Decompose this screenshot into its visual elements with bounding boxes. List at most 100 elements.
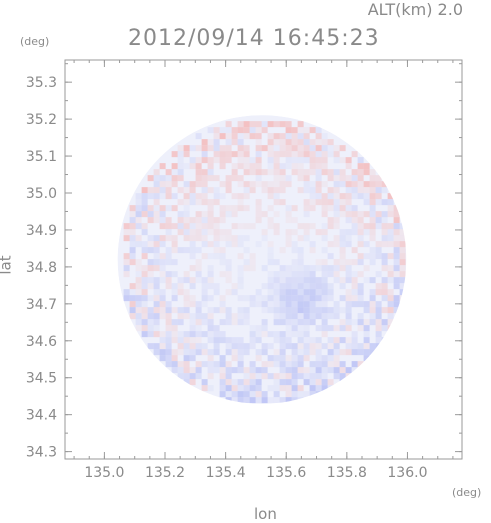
- heatmap-cell: [315, 373, 322, 380]
- heatmap-cell: [135, 193, 142, 200]
- heatmap-cell: [363, 331, 370, 338]
- heatmap-cell: [327, 289, 334, 296]
- heatmap-cell: [321, 343, 328, 350]
- heatmap-cell: [351, 319, 358, 326]
- heatmap-cell: [291, 343, 298, 350]
- heatmap-cell: [225, 145, 232, 152]
- heatmap-cell: [315, 313, 322, 320]
- heatmap-cell: [165, 361, 172, 368]
- heatmap-cell: [255, 391, 262, 398]
- heatmap-cell: [189, 265, 196, 272]
- heatmap-cell: [147, 259, 154, 266]
- heatmap-cell: [261, 367, 268, 374]
- heatmap-cell: [141, 199, 148, 206]
- heatmap-cell: [129, 259, 136, 266]
- heatmap-cell: [333, 277, 340, 284]
- heatmap-cell: [381, 307, 388, 314]
- heatmap-cell: [243, 265, 250, 272]
- heatmap-cell: [201, 253, 208, 260]
- heatmap-cell: [297, 295, 304, 302]
- heatmap-cell: [381, 223, 388, 230]
- heatmap-cell: [381, 265, 388, 272]
- heatmap-cell: [399, 247, 406, 254]
- heatmap-cell: [249, 301, 256, 308]
- heatmap-cell: [231, 319, 238, 326]
- heatmap-cell: [213, 193, 220, 200]
- heatmap-cell: [255, 169, 262, 176]
- heatmap-cell: [231, 349, 238, 356]
- heatmap-cell: [351, 229, 358, 236]
- heatmap-cell: [183, 151, 190, 158]
- heatmap-cell: [135, 259, 142, 266]
- heatmap-cell: [333, 187, 340, 194]
- heatmap-cell: [333, 373, 340, 380]
- heatmap-cell: [309, 145, 316, 152]
- heatmap-cell: [369, 295, 376, 302]
- heatmap-cell: [285, 319, 292, 326]
- heatmap-cell: [327, 307, 334, 314]
- heatmap-cell: [279, 331, 286, 338]
- heatmap-cell: [225, 349, 232, 356]
- heatmap-cell: [165, 271, 172, 278]
- heatmap-cell: [183, 229, 190, 236]
- heatmap-cell: [147, 307, 154, 314]
- heatmap-cell: [381, 235, 388, 242]
- heatmap-cell: [147, 295, 154, 302]
- heatmap-cell: [261, 265, 268, 272]
- heatmap-cell: [243, 127, 250, 134]
- heatmap-cell: [171, 181, 178, 188]
- heatmap-cell: [381, 187, 388, 194]
- heatmap-cell: [279, 199, 286, 206]
- heatmap-cell: [225, 367, 232, 374]
- heatmap-cell: [165, 229, 172, 236]
- heatmap-cell: [135, 241, 142, 248]
- heatmap-cell: [189, 187, 196, 194]
- heatmap-cell: [357, 235, 364, 242]
- heatmap-cell: [297, 253, 304, 260]
- heatmap-cell: [249, 325, 256, 332]
- heatmap-cell: [315, 199, 322, 206]
- heatmap-cell: [303, 391, 310, 398]
- heatmap-cell: [363, 319, 370, 326]
- heatmap-cell: [291, 325, 298, 332]
- heatmap-cell: [261, 397, 268, 404]
- heatmap-cell: [207, 385, 214, 392]
- heatmap-cell: [279, 307, 286, 314]
- heatmap-cell: [249, 361, 256, 368]
- heatmap-cell: [219, 385, 226, 392]
- heatmap-cell: [369, 187, 376, 194]
- heatmap-cell: [351, 217, 358, 224]
- heatmap-cell: [345, 319, 352, 326]
- heatmap-cell: [291, 139, 298, 146]
- heatmap-cell: [195, 163, 202, 170]
- heatmap-cell: [207, 205, 214, 212]
- heatmap-cell: [375, 301, 382, 308]
- heatmap-cell: [291, 385, 298, 392]
- heatmap-cell: [195, 223, 202, 230]
- heatmap-cell: [297, 139, 304, 146]
- heatmap-cell: [159, 289, 166, 296]
- heatmap-cell: [321, 301, 328, 308]
- heatmap-cell: [327, 139, 334, 146]
- heatmap-cell: [165, 259, 172, 266]
- heatmap-cell: [189, 247, 196, 254]
- heatmap-cell: [309, 391, 316, 398]
- heatmap-cell: [309, 157, 316, 164]
- heatmap-cell: [201, 283, 208, 290]
- heatmap-cell: [339, 259, 346, 266]
- heatmap-cell: [177, 217, 184, 224]
- heatmap-cell: [309, 343, 316, 350]
- heatmap-cell: [207, 283, 214, 290]
- heatmap-cell: [225, 313, 232, 320]
- heatmap-cell: [141, 313, 148, 320]
- heatmap-cell: [381, 211, 388, 218]
- heatmap-cell: [123, 265, 130, 272]
- heatmap-cell: [147, 283, 154, 290]
- heatmap-cell: [285, 367, 292, 374]
- heatmap-cell: [297, 259, 304, 266]
- heatmap-cell: [339, 175, 346, 182]
- heatmap-cell: [147, 211, 154, 218]
- heatmap-cell: [267, 187, 274, 194]
- heatmap-cell: [189, 223, 196, 230]
- heatmap-cell: [345, 349, 352, 356]
